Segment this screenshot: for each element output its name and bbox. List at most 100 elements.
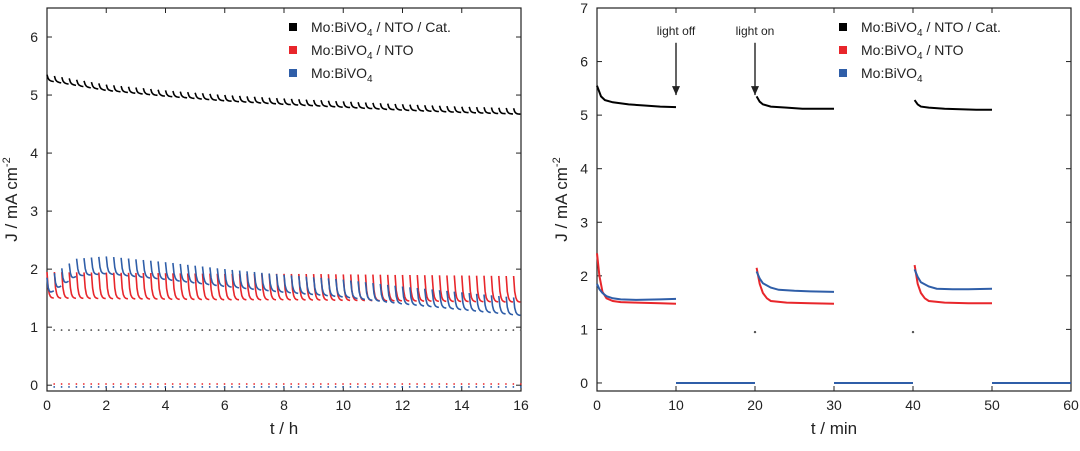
dark-current-dot [245, 386, 248, 388]
plot-frame [46, 7, 522, 392]
y-tick-label: 6 [30, 29, 38, 45]
dark-current-dot [364, 386, 367, 388]
dark-current-dot [164, 329, 167, 331]
dark-current-dot [371, 383, 374, 385]
dark-current-dot [475, 386, 478, 388]
dark-current-dot [186, 383, 189, 385]
dark-current-dot [75, 329, 78, 331]
dark-current-dot [260, 386, 263, 388]
dark-current-dot [423, 386, 426, 388]
legend-label-rest: / NTO [373, 42, 414, 58]
dark-current-dot [127, 329, 130, 331]
dark-current-dot [305, 386, 307, 388]
legend-label-main: Mo:BiVO [861, 19, 917, 35]
dark-current-dot [334, 383, 337, 385]
dark-current-dot [342, 329, 344, 331]
series-line [755, 267, 835, 305]
dark-current-dot [112, 383, 115, 385]
dark-current-dot [364, 383, 367, 385]
dark-current-dot [171, 383, 174, 385]
series-line [913, 269, 993, 291]
dark-current-dot [297, 383, 300, 385]
y-axis-label-sup: -2 [1, 157, 13, 167]
x-tick-label: 14 [454, 397, 470, 413]
dark-current-dot [519, 383, 522, 385]
dark-current-dot [297, 386, 300, 388]
series-line [46, 256, 521, 317]
dark-current-dot [512, 383, 515, 385]
dark-current-dot [911, 330, 915, 334]
dark-current-dot [327, 383, 330, 385]
dark-current-dot [134, 383, 137, 385]
legend-label: Mo:BiVO4 [861, 65, 923, 85]
y-axis-label: J / mA cm-2 [1, 157, 21, 241]
legend-label-sub: 4 [917, 28, 923, 39]
dark-current-dot [97, 383, 100, 385]
dark-current-dot [216, 383, 219, 385]
dark-current-dot [408, 383, 411, 385]
y-tick-label: 2 [580, 268, 588, 284]
series-1 [596, 85, 992, 111]
y-tick-label: 4 [30, 145, 38, 161]
legend-label: Mo:BiVO4 / NTO [311, 42, 414, 62]
y-tick-label: 0 [30, 377, 38, 393]
dark-current-dot [468, 383, 470, 385]
dark-current-dot [149, 329, 152, 331]
dark-current-dot [519, 386, 522, 388]
dark-current-dot [134, 329, 137, 331]
legend-label-main: Mo:BiVO [861, 65, 917, 81]
dark-current-dot [497, 386, 500, 388]
dark-current-dot [512, 329, 515, 331]
dark-current-dot [68, 329, 70, 331]
dark-current-dot [75, 383, 78, 385]
dark-current-dot [386, 329, 389, 331]
dark-current-dot [349, 383, 352, 385]
legend: Mo:BiVO4 / NTO / Cat.Mo:BiVO4 / NTOMo:Bi… [839, 19, 1001, 85]
dark-current-dot [260, 329, 263, 331]
annotation-label: light off [657, 24, 696, 38]
dark-current-dot [282, 383, 285, 385]
dark-current-dot [305, 383, 307, 385]
dark-current-dot [68, 383, 70, 385]
series-1 [46, 74, 521, 115]
x-axis-label: t / h [270, 419, 298, 438]
dark-current-dot [431, 329, 433, 331]
y-tick-label: 1 [30, 319, 38, 335]
dark-current-dot [393, 386, 396, 388]
dark-current-dot [408, 329, 411, 331]
y-tick-label: 3 [30, 203, 38, 219]
dark-current-dot [468, 329, 470, 331]
dark-current-dot [490, 329, 493, 331]
legend-swatch [289, 46, 297, 54]
dark-current-dot [349, 386, 352, 388]
dark-current-dot [305, 329, 307, 331]
legend-label: Mo:BiVO4 / NTO [861, 42, 964, 62]
plot-frame [596, 7, 1072, 392]
dark-current-dot [423, 383, 426, 385]
dark-current-dot [253, 329, 256, 331]
dark-current-dot [53, 383, 56, 385]
dark-current-dot [105, 386, 107, 388]
dark-current-dot [142, 386, 144, 388]
dark-current-dot [349, 329, 352, 331]
dark-current-dot [268, 386, 270, 388]
dark-current-dot [238, 383, 241, 385]
dark-current-dot [68, 386, 70, 388]
x-tick-label: 60 [1063, 397, 1079, 413]
dark-current-dot [216, 386, 219, 388]
dark-current-dot [208, 329, 211, 331]
x-tick-label: 10 [668, 397, 684, 413]
legend-label-sub: 4 [367, 51, 373, 62]
dark-current-dot [216, 329, 219, 331]
dark-current-dot [371, 329, 374, 331]
dark-current-dot [179, 383, 181, 385]
legend-label-sub: 4 [917, 74, 923, 85]
dark-current-dot [431, 383, 433, 385]
dark-current-dot [201, 329, 204, 331]
dark-current-dot [142, 329, 144, 331]
y-tick-label: 5 [30, 87, 38, 103]
legend-label: Mo:BiVO4 / NTO / Cat. [311, 19, 451, 39]
dark-current-dot [127, 383, 130, 385]
dark-current-dot [282, 386, 285, 388]
dark-current-dot [82, 329, 85, 331]
